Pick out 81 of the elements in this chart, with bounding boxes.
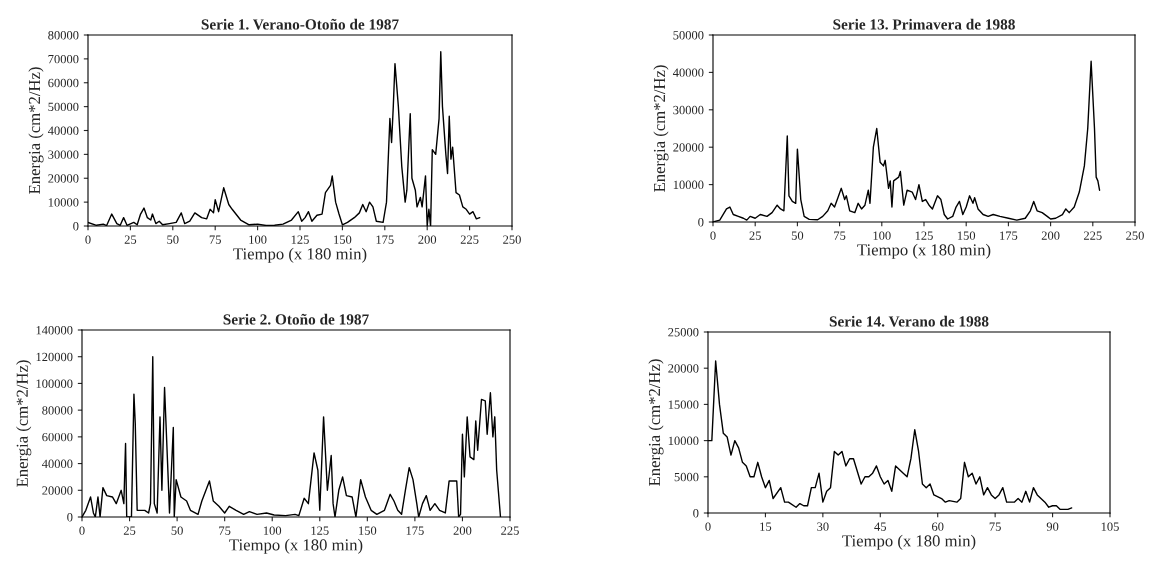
x-tick-label: 0 xyxy=(710,231,716,240)
x-tick-label: 50 xyxy=(167,235,179,244)
y-tick-label: 60000 xyxy=(48,78,79,88)
y-tick-label: 20000 xyxy=(48,174,79,183)
x-tick-label: 225 xyxy=(460,235,479,244)
x-tick-label: 45 xyxy=(874,522,887,531)
y-tick-label: 15000 xyxy=(668,400,699,409)
x-tick-label: 125 xyxy=(311,526,329,535)
y-tick-label: 50000 xyxy=(48,102,79,112)
x-tick-label: 100 xyxy=(873,231,891,240)
y-tick-label: 140000 xyxy=(36,326,73,335)
x-axis-title: Tiempo (x 180 min) xyxy=(857,243,991,259)
y-tick-label: 0 xyxy=(73,222,79,231)
x-tick-label: 175 xyxy=(1000,231,1018,240)
y-tick-label: 0 xyxy=(67,513,73,522)
y-tick-label: 40000 xyxy=(47,126,79,135)
y-tick-label: 25000 xyxy=(668,328,699,337)
x-tick-label: 25 xyxy=(749,231,761,240)
y-axis-title: Energia (cm*2/Hz) xyxy=(16,360,32,487)
y-tick-label: 30000 xyxy=(48,150,79,159)
y-tick-label: 120000 xyxy=(36,352,73,362)
x-tick-label: 225 xyxy=(501,526,519,535)
y-tick-label: 10000 xyxy=(48,198,79,207)
x-tick-label: 150 xyxy=(334,235,352,244)
chart-title: Serie 2. Otoño de 1987 xyxy=(223,313,369,325)
x-tick-label: 90 xyxy=(1046,522,1059,531)
y-tick-label: 70000 xyxy=(48,54,79,64)
x-tick-label: 200 xyxy=(418,235,437,244)
chart-title: Serie 14. Verano de 1988 xyxy=(829,315,989,327)
x-tick-label: 100 xyxy=(263,526,282,535)
y-tick-label: 10000 xyxy=(673,180,704,190)
y-tick-label: 40000 xyxy=(672,68,704,77)
y-tick-label: 100000 xyxy=(36,379,73,388)
x-tick-label: 30 xyxy=(817,522,829,531)
x-tick-label: 0 xyxy=(705,522,711,531)
y-axis-title: Energia (cm*2/Hz) xyxy=(28,67,44,194)
chart-title: Serie 13. Primavera de 1988 xyxy=(833,18,1015,30)
x-tick-label: 125 xyxy=(291,235,309,244)
x-axis-title: Tiempo (x 180 min) xyxy=(229,538,363,554)
x-tick-label: 150 xyxy=(957,231,976,240)
x-tick-label: 25 xyxy=(124,235,137,244)
y-tick-label: 20000 xyxy=(668,364,699,373)
y-axis-title: Energia (cm*2/Hz) xyxy=(648,359,664,486)
x-tick-label: 0 xyxy=(85,235,91,244)
x-tick-label: 75 xyxy=(209,235,221,244)
y-tick-label: 30000 xyxy=(673,105,704,115)
x-tick-label: 75 xyxy=(989,522,1001,531)
x-tick-label: 15 xyxy=(760,522,772,531)
y-tick-label: 5000 xyxy=(674,472,699,482)
x-tick-label: 200 xyxy=(1041,231,1060,240)
y-tick-label: 10000 xyxy=(668,436,699,446)
y-tick-label: 0 xyxy=(693,509,699,518)
x-tick-label: 0 xyxy=(79,526,85,535)
y-tick-label: 20000 xyxy=(42,486,73,495)
y-tick-label: 50000 xyxy=(673,31,704,40)
x-tick-label: 75 xyxy=(834,231,846,240)
y-tick-label: 80000 xyxy=(42,406,73,415)
x-tick-label: 250 xyxy=(503,235,521,244)
x-tick-label: 250 xyxy=(1126,231,1144,240)
x-tick-label: 25 xyxy=(123,526,136,535)
x-tick-label: 225 xyxy=(1083,231,1102,240)
x-tick-label: 105 xyxy=(1101,522,1119,531)
x-tick-label: 60 xyxy=(932,522,944,531)
y-tick-label: 0 xyxy=(698,218,704,227)
x-tick-label: 150 xyxy=(359,526,377,535)
x-tick-label: 175 xyxy=(376,235,394,244)
x-tick-label: 50 xyxy=(171,526,183,535)
y-tick-label: 20000 xyxy=(673,143,704,152)
chart-title: Serie 1. Verano-Otoño de 1987 xyxy=(201,18,399,30)
x-tick-label: 125 xyxy=(915,231,933,240)
x-tick-label: 200 xyxy=(453,526,472,535)
x-tick-label: 100 xyxy=(249,235,267,244)
x-tick-label: 50 xyxy=(791,231,804,240)
x-axis-title: Tiempo (x 180 min) xyxy=(233,247,367,263)
x-axis-title: Tiempo (x 180 min) xyxy=(842,534,976,550)
y-axis-title: Energia (cm*2/Hz) xyxy=(653,65,669,192)
y-tick-label: 40000 xyxy=(41,459,73,469)
y-tick-label: 60000 xyxy=(42,432,73,442)
y-tick-label: 80000 xyxy=(48,31,79,40)
x-tick-label: 75 xyxy=(219,526,231,535)
x-tick-label: 175 xyxy=(406,526,424,535)
